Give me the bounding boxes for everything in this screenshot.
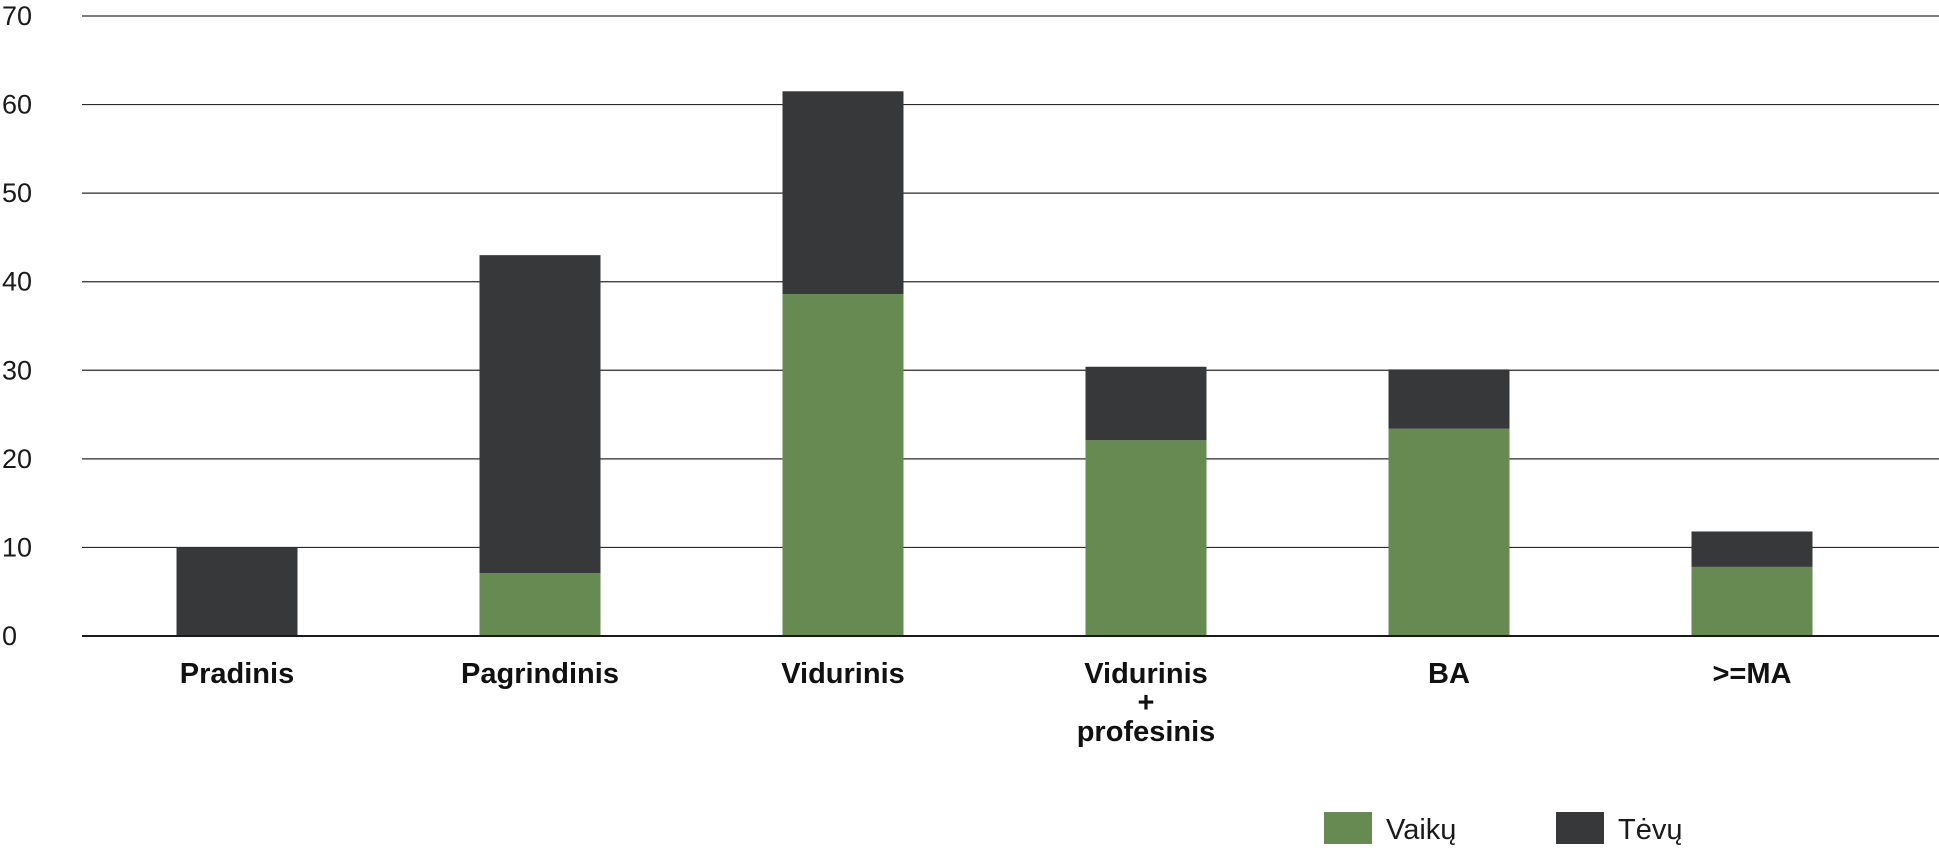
bar-segment-vaiku [1691,566,1813,636]
bar-segment-tevu [1085,366,1207,441]
legend-swatch [1324,812,1372,844]
legend-swatch [1556,812,1604,844]
x-tick-label: Pradinis [180,658,294,690]
x-tick-label: BA [1428,658,1470,690]
y-tick-label: 20 [2,444,32,474]
y-tick-label: 70 [2,1,32,31]
x-tick-label: Vidurinis [781,658,905,690]
bar-segment-vaiku [1085,440,1207,636]
gridlines [82,15,1939,549]
y-axis-ticks: 0 10 20 30 40 50 60 70 [2,1,32,651]
bar-segment-vaiku [782,294,904,636]
bar-segment-tevu [782,91,904,295]
x-tick-label: Vidurinis [1084,658,1208,690]
y-tick-label: 60 [2,90,32,120]
legend-label: Tėvų [1618,814,1682,846]
y-tick-label: 0 [2,621,17,651]
bars [176,91,1813,636]
y-tick-label: 10 [2,532,32,562]
x-axis-labels: Pradinis Pagrindinis Vidurinis Vidurinis+pr… [180,658,1792,748]
legend: Vaikų Tėvų [1324,812,1682,846]
x-tick-label: + [1138,687,1155,719]
bar-segment-tevu [1691,531,1813,567]
bar-segment-vaiku [1388,428,1510,636]
bar-segment-tevu [479,255,601,574]
x-tick-label: Pagrindinis [461,658,619,690]
y-tick-label: 50 [2,178,32,208]
legend-label: Vaikų [1386,814,1456,846]
bar-segment-tevu [1388,369,1510,429]
bar-segment-tevu [176,547,298,636]
y-tick-label: 30 [2,355,32,385]
x-tick-label: profesinis [1077,716,1216,748]
x-tick-label: >=MA [1713,658,1792,690]
y-tick-label: 40 [2,267,32,297]
bar-segment-vaiku [479,573,601,636]
